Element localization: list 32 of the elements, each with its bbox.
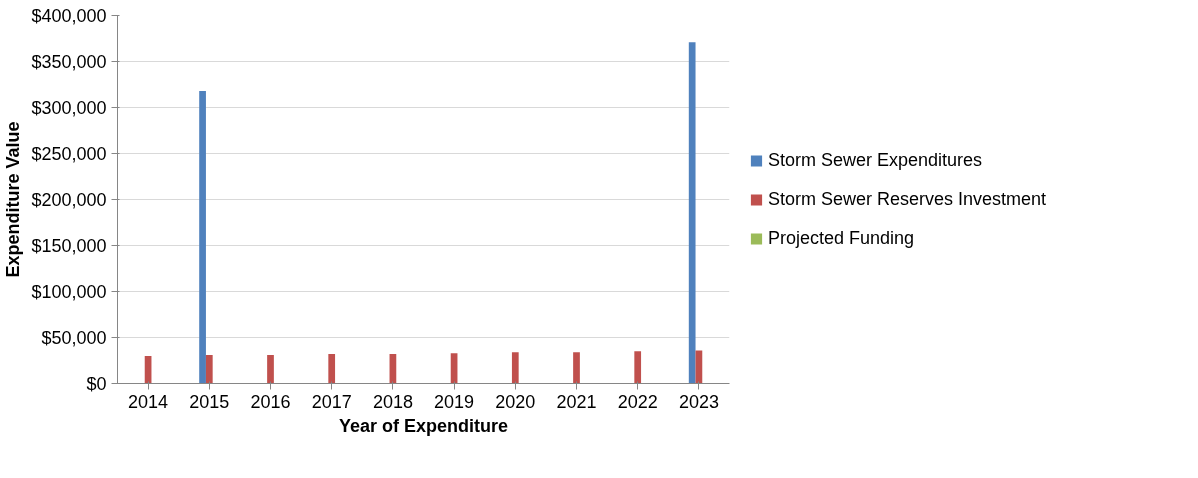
- legend-label: Storm Sewer Expenditures: [768, 149, 983, 171]
- y-tick-label: $150,000: [31, 235, 107, 256]
- x-tick-label: 2016: [250, 391, 291, 412]
- bar: [205, 354, 213, 384]
- y-tick-label: $350,000: [31, 51, 107, 72]
- x-tick-label: 2015: [189, 391, 230, 412]
- y-tick-label: $100,000: [31, 281, 107, 302]
- legend-label: Storm Sewer Reserves Investment: [768, 188, 1047, 210]
- bar: [511, 352, 519, 384]
- y-tick-label: $200,000: [31, 189, 107, 210]
- y-tick-label: $300,000: [31, 97, 107, 118]
- bar: [199, 90, 206, 384]
- x-axis-title: Year of Expenditure: [338, 415, 509, 436]
- x-tick-label: 2023: [678, 391, 719, 412]
- legend-label: Projected Funding: [768, 227, 915, 249]
- y-tick-label: $0: [86, 373, 107, 394]
- bar: [573, 352, 580, 384]
- x-tick-label: 2018: [372, 391, 413, 412]
- bar: [688, 42, 696, 384]
- bar: [328, 354, 336, 384]
- x-tick-label: 2021: [556, 391, 597, 412]
- x-tick-label: 2020: [495, 391, 536, 412]
- x-tick-label: 2014: [128, 391, 169, 412]
- y-axis-title: Expenditure Value: [3, 121, 24, 278]
- x-tick-label: 2022: [617, 391, 658, 412]
- y-tick-label: $400,000: [31, 5, 107, 26]
- y-tick-label: $250,000: [31, 143, 107, 164]
- x-tick-label: 2017: [311, 391, 352, 412]
- bar: [634, 351, 642, 384]
- bar: [267, 354, 274, 384]
- x-tick-label: 2019: [434, 391, 475, 412]
- y-tick-label: $50,000: [41, 327, 107, 348]
